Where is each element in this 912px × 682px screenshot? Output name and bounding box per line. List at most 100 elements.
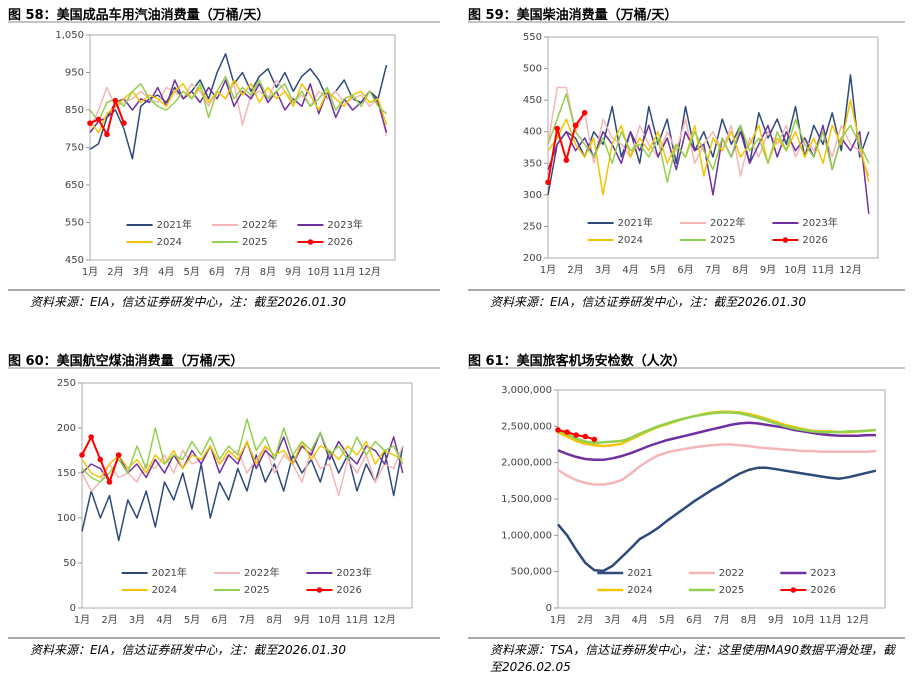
y-tick-label: 2,500,000 xyxy=(501,421,552,432)
legend-label: 2022年 xyxy=(710,216,745,229)
legend-label: 2021年 xyxy=(152,566,187,579)
x-tick-label: 2月 xyxy=(577,614,593,626)
y-tick-label: 3,000,000 xyxy=(501,385,552,396)
y-tick-label: 400 xyxy=(523,127,542,138)
x-tick-label: 4月 xyxy=(158,266,174,278)
plot-frame xyxy=(81,382,413,609)
series-line xyxy=(81,440,404,479)
x-tick-label: 7月 xyxy=(705,264,721,276)
point xyxy=(97,456,104,463)
y-tick-label: 450 xyxy=(65,255,84,266)
point xyxy=(554,125,560,132)
y-tick-label: 100 xyxy=(57,513,76,524)
y-tick-label: 200 xyxy=(523,253,542,264)
y-tick-label: 1,050 xyxy=(55,30,84,41)
point xyxy=(545,179,551,186)
y-tick-label: 350 xyxy=(523,158,542,169)
x-tick-label: 7月 xyxy=(239,614,255,626)
x-tick-label: 2月 xyxy=(107,266,123,278)
series-line xyxy=(547,86,870,177)
x-tick-label: 5月 xyxy=(650,264,666,276)
legend-label: 2025 xyxy=(710,235,735,246)
x-tick-label: 3月 xyxy=(133,266,149,278)
x-tick-label: 11月 xyxy=(819,614,842,626)
y-tick-label: 450 xyxy=(523,95,542,106)
legend-label: 2021年 xyxy=(157,218,192,231)
x-tick-label: 8月 xyxy=(266,614,282,626)
legend-label: 2025 xyxy=(244,585,269,596)
series-line xyxy=(89,79,388,137)
source-note: 资料来源：EIA，信达证券研发中心，注：截至2026.01.30 xyxy=(30,643,347,657)
x-tick-label: 9月 xyxy=(294,614,310,626)
legend-label: 2026 xyxy=(802,235,827,246)
point xyxy=(572,122,579,129)
x-tick-label: 9月 xyxy=(768,614,784,626)
legend-label: 2025 xyxy=(719,585,744,596)
y-tick-label: 650 xyxy=(65,180,84,191)
x-tick-label: 6月 xyxy=(211,614,227,626)
x-tick-label: 11月 xyxy=(812,264,835,276)
x-tick-label: 3月 xyxy=(595,264,611,276)
x-tick-label: 1月 xyxy=(74,614,90,626)
legend-label: 2026 xyxy=(810,585,835,596)
legend-label: 2021年 xyxy=(618,216,653,229)
chart-title: 图 59：美国柴油消费量（万桶/天） xyxy=(468,8,678,23)
legend-label: 2023年 xyxy=(327,218,362,231)
legend-marker xyxy=(782,237,789,243)
point xyxy=(106,479,113,485)
legend-marker xyxy=(316,587,323,593)
point xyxy=(79,452,85,458)
series-line xyxy=(81,418,404,483)
y-tick-label: 550 xyxy=(65,218,84,229)
point xyxy=(121,120,127,126)
legend-label: 2023 xyxy=(810,568,835,579)
point xyxy=(112,97,119,104)
point xyxy=(87,120,93,126)
series-line xyxy=(81,445,404,497)
y-tick-label: 500 xyxy=(523,64,542,75)
x-tick-label: 12月 xyxy=(839,264,862,276)
chart-title: 图 58：美国成品车用汽油消费量（万桶/天） xyxy=(8,8,270,23)
y-tick-label: 1,500,000 xyxy=(501,494,552,505)
x-tick-label: 6月 xyxy=(209,266,225,278)
y-tick-label: 200 xyxy=(57,423,76,434)
series-line xyxy=(557,443,877,486)
source-note: 资料来源：EIA，信达证券研发中心，注：截至2026.01.30 xyxy=(30,295,347,309)
point xyxy=(555,427,561,433)
point xyxy=(581,109,588,116)
x-tick-label: 7月 xyxy=(234,266,250,278)
y-tick-label: 0 xyxy=(70,603,76,614)
series-line xyxy=(89,79,388,134)
legend-label: 2024 xyxy=(152,585,177,596)
x-tick-label: 8月 xyxy=(260,266,276,278)
legend-label: 2026 xyxy=(336,585,361,596)
source-note: 资料来源：TSA，信达证券研发中心，注：这里使用MA90数据平滑处理，截至202… xyxy=(490,643,895,674)
legend-label: 2026 xyxy=(327,237,352,248)
series-line xyxy=(557,411,876,445)
y-tick-label: 250 xyxy=(523,221,542,232)
y-tick-label: 300 xyxy=(523,190,542,201)
y-tick-label: 750 xyxy=(65,143,84,154)
legend-marker xyxy=(307,239,314,245)
x-tick-label: 12月 xyxy=(846,614,869,626)
y-tick-label: 50 xyxy=(63,558,76,569)
point xyxy=(573,432,579,438)
x-tick-label: 10月 xyxy=(792,614,815,626)
series-line xyxy=(89,75,387,123)
x-tick-label: 4月 xyxy=(632,614,648,626)
source-note: 资料来源：EIA，信达证券研发中心，注：截至2026.01.30 xyxy=(490,295,807,309)
y-tick-label: 950 xyxy=(65,68,84,79)
x-tick-label: 8月 xyxy=(732,264,748,276)
y-tick-label: 250 xyxy=(57,378,76,389)
legend-label: 2024 xyxy=(618,235,643,246)
point xyxy=(115,452,122,458)
x-tick-label: 2月 xyxy=(101,614,117,626)
point xyxy=(564,429,570,435)
x-tick-label: 10月 xyxy=(307,266,330,278)
point xyxy=(95,116,102,123)
x-tick-label: 5月 xyxy=(659,614,675,626)
x-tick-label: 1月 xyxy=(82,266,98,278)
x-tick-label: 6月 xyxy=(686,614,702,626)
